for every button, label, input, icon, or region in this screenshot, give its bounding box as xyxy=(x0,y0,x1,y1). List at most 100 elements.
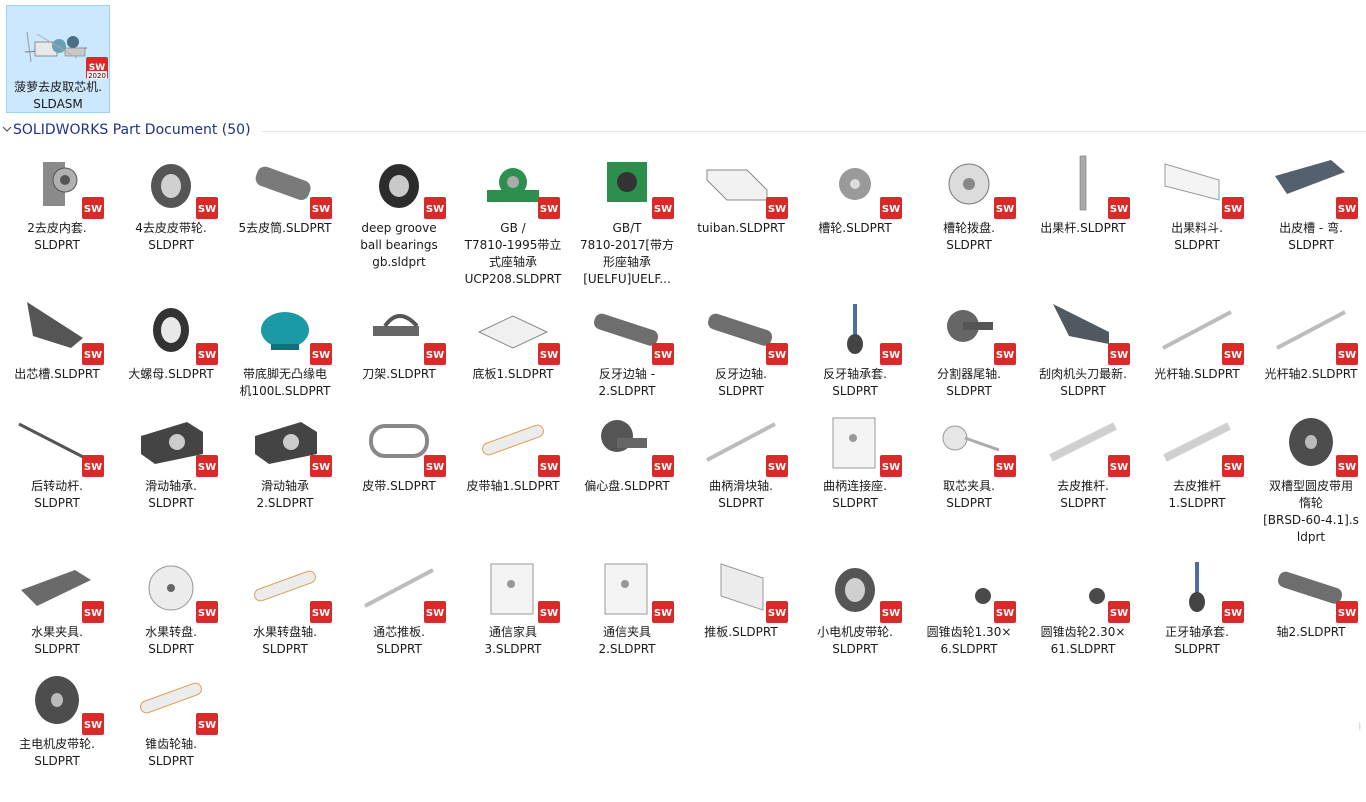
file-item[interactable]: SW 取芯夹具. SLDPRT xyxy=(913,404,1025,544)
svg-text:SW: SW xyxy=(1110,462,1128,473)
file-item[interactable]: SW 曲柄连接座. SLDPRT xyxy=(799,404,911,544)
file-item[interactable]: SW 槽轮拨盘. SLDPRT xyxy=(913,146,1025,286)
file-name: 刀架.SLDPRT xyxy=(362,367,436,381)
svg-text:SW: SW xyxy=(768,350,786,361)
bearing-sleeve-part-icon xyxy=(1189,562,1205,612)
file-name: tuiban.SLDPRT xyxy=(697,221,785,235)
hopper-part-icon xyxy=(1164,163,1220,201)
solidworks-part-badge-icon: SW xyxy=(879,196,903,223)
file-item[interactable]: SW 出果杆.SLDPRT xyxy=(1027,146,1139,286)
file-item[interactable]: SW 出芯槽.SLDPRT xyxy=(1,292,113,432)
group-header[interactable]: SOLIDWORKS Part Document (50) xyxy=(0,120,1366,142)
svg-text:SW: SW xyxy=(198,350,216,361)
clamp-part-icon xyxy=(21,570,91,606)
solidworks-part-badge-icon: SW xyxy=(423,196,447,223)
file-item[interactable]: SW 轴2.SLDPRT xyxy=(1255,550,1366,690)
svg-text:SW: SW xyxy=(882,462,900,473)
file-name: deep groove ball bearings gb.sldprt xyxy=(360,221,438,269)
svg-text:SW: SW xyxy=(84,350,102,361)
svg-text:SW: SW xyxy=(654,462,672,473)
thin-rod-part-icon xyxy=(1276,310,1346,350)
file-item[interactable]: SW 圆锥齿轮2.30× 61.SLDPRT xyxy=(1027,550,1139,690)
file-item[interactable]: SW 光杆轴.SLDPRT xyxy=(1141,292,1253,432)
file-item[interactable]: SW 4去皮皮带轮. SLDPRT xyxy=(115,146,227,286)
svg-text:SW: SW xyxy=(1110,204,1128,215)
geneva-wheel-part-icon xyxy=(839,168,871,200)
scrollbar-edge: ⁞ xyxy=(1358,720,1362,733)
tube-part-icon xyxy=(255,166,311,201)
push-rod-part-icon xyxy=(1049,422,1117,462)
file-item[interactable]: SW 反牙边轴. SLDPRT xyxy=(685,292,797,432)
file-item[interactable]: SW 去皮推杆. SLDPRT xyxy=(1027,404,1139,544)
slide-bearing-part-icon xyxy=(141,422,203,464)
file-item[interactable]: SW 正牙轴承套. SLDPRT xyxy=(1141,550,1253,690)
belt-shaft-part-icon xyxy=(482,424,544,456)
file-item[interactable]: SW 滑动轴承 2.SLDPRT xyxy=(229,404,341,544)
file-item[interactable]: SW 去皮推杆 1.SLDPRT xyxy=(1141,404,1253,544)
svg-text:SW: SW xyxy=(1338,608,1356,619)
file-name: 反牙边轴. SLDPRT xyxy=(715,367,767,398)
file-item[interactable]: SW 刮肉机头刀最新. SLDPRT xyxy=(1027,292,1139,432)
svg-text:SW: SW xyxy=(1224,350,1242,361)
solidworks-2020-badge-icon: SW 2020 xyxy=(85,56,109,83)
svg-text:SW: SW xyxy=(84,608,102,619)
file-item[interactable]: SW 通信夹具 2.SLDPRT xyxy=(571,550,683,690)
svg-text:SW: SW xyxy=(84,462,102,473)
file-item[interactable]: SW GB/T 7810-2017[带方 形座轴承 [UELFU]UELF... xyxy=(571,146,683,286)
solidworks-part-badge-icon: SW xyxy=(765,196,789,223)
file-item[interactable]: SW 推板.SLDPRT xyxy=(685,550,797,690)
solidworks-part-badge-icon: SW xyxy=(993,196,1017,223)
file-item[interactable]: SW 偏心盘.SLDPRT xyxy=(571,404,683,544)
file-item[interactable]: SW 通芯推板. SLDPRT xyxy=(343,550,455,690)
file-item[interactable]: SW 5去皮筒.SLDPRT xyxy=(229,146,341,286)
assembly-thumbnail-icon xyxy=(24,31,88,63)
file-item[interactable]: SW 刀架.SLDPRT xyxy=(343,292,455,432)
file-item[interactable]: SW 滑动轴承. SLDPRT xyxy=(115,404,227,544)
svg-text:SW: SW xyxy=(996,350,1014,361)
svg-text:SW: SW xyxy=(312,350,330,361)
file-item[interactable]: SW deep groove ball bearings gb.sldprt xyxy=(343,146,455,286)
file-name: 小电机皮带轮. SLDPRT xyxy=(817,625,893,656)
file-item[interactable]: SW 水果转盘. SLDPRT xyxy=(115,550,227,690)
file-name: 曲柄滑块轴. SLDPRT xyxy=(709,479,773,510)
file-item[interactable]: SW 皮带轴1.SLDPRT xyxy=(457,404,569,544)
file-name: 5去皮筒.SLDPRT xyxy=(238,221,332,235)
solidworks-part-badge-icon: SW xyxy=(537,600,561,627)
file-item[interactable]: SW 水果转盘轴. SLDPRT xyxy=(229,550,341,690)
file-item[interactable]: SW 后转动杆. SLDPRT xyxy=(1,404,113,544)
file-item[interactable]: SW 带底脚无凸缘电 机100L.SLDPRT xyxy=(229,292,341,432)
file-item[interactable]: SW 双槽型圆皮带用 惰轮 [BRSD-60-4.1].s ldprt xyxy=(1255,404,1366,544)
solidworks-part-badge-icon: SW xyxy=(1335,454,1359,481)
file-item[interactable]: SW 锥齿轮轴. SLDPRT xyxy=(115,662,227,802)
file-item[interactable]: SW 2去皮内套. SLDPRT xyxy=(1,146,113,286)
file-item[interactable]: SW 出皮槽 - 弯. SLDPRT xyxy=(1255,146,1366,286)
eccentric-disc-part-icon xyxy=(601,420,647,452)
assembly-file-item[interactable]: SW 2020 菠萝去皮取芯机. SLDASM xyxy=(6,5,110,113)
file-item[interactable]: SW 皮带.SLDPRT xyxy=(343,404,455,544)
file-item[interactable]: SW 反牙边轴 - 2.SLDPRT xyxy=(571,292,683,432)
file-item[interactable]: SW 通信家具 3.SLDPRT xyxy=(457,550,569,690)
svg-text:SW: SW xyxy=(768,204,786,215)
bevel-gear-part-icon xyxy=(1089,588,1105,604)
file-name: 通芯推板. SLDPRT xyxy=(373,625,425,656)
solidworks-part-badge-icon: SW xyxy=(195,712,219,739)
svg-text:SW: SW xyxy=(426,608,444,619)
file-item[interactable]: SW GB / T7810-1995带立 式座轴承 UCP208.SLDPRT xyxy=(457,146,569,286)
file-item[interactable]: SW 槽轮.SLDPRT xyxy=(799,146,911,286)
file-item[interactable]: SW 分割器尾轴. SLDPRT xyxy=(913,292,1025,432)
file-item[interactable]: SW 出果料斗. SLDPRT xyxy=(1141,146,1253,286)
file-item[interactable]: SW 水果夹具. SLDPRT xyxy=(1,550,113,690)
file-item[interactable]: SW 底板1.SLDPRT xyxy=(457,292,569,432)
file-item[interactable]: SW 曲柄滑块轴. SLDPRT xyxy=(685,404,797,544)
chevron-down-icon[interactable] xyxy=(2,123,12,135)
chute-part-icon xyxy=(27,302,83,348)
belt-part-icon xyxy=(369,424,429,458)
file-item[interactable]: SW 主电机皮带轮. SLDPRT xyxy=(1,662,113,802)
solidworks-part-badge-icon: SW xyxy=(1335,342,1359,369)
file-item[interactable]: SW 小电机皮带轮. SLDPRT xyxy=(799,550,911,690)
file-item[interactable]: SW 大螺母.SLDPRT xyxy=(115,292,227,432)
file-item[interactable]: SW 圆锥齿轮1.30× 6.SLDPRT xyxy=(913,550,1025,690)
file-item[interactable]: SW tuiban.SLDPRT xyxy=(685,146,797,286)
file-item[interactable]: SW 反牙轴承套. SLDPRT xyxy=(799,292,911,432)
file-item[interactable]: SW 光杆轴2.SLDPRT xyxy=(1255,292,1366,432)
